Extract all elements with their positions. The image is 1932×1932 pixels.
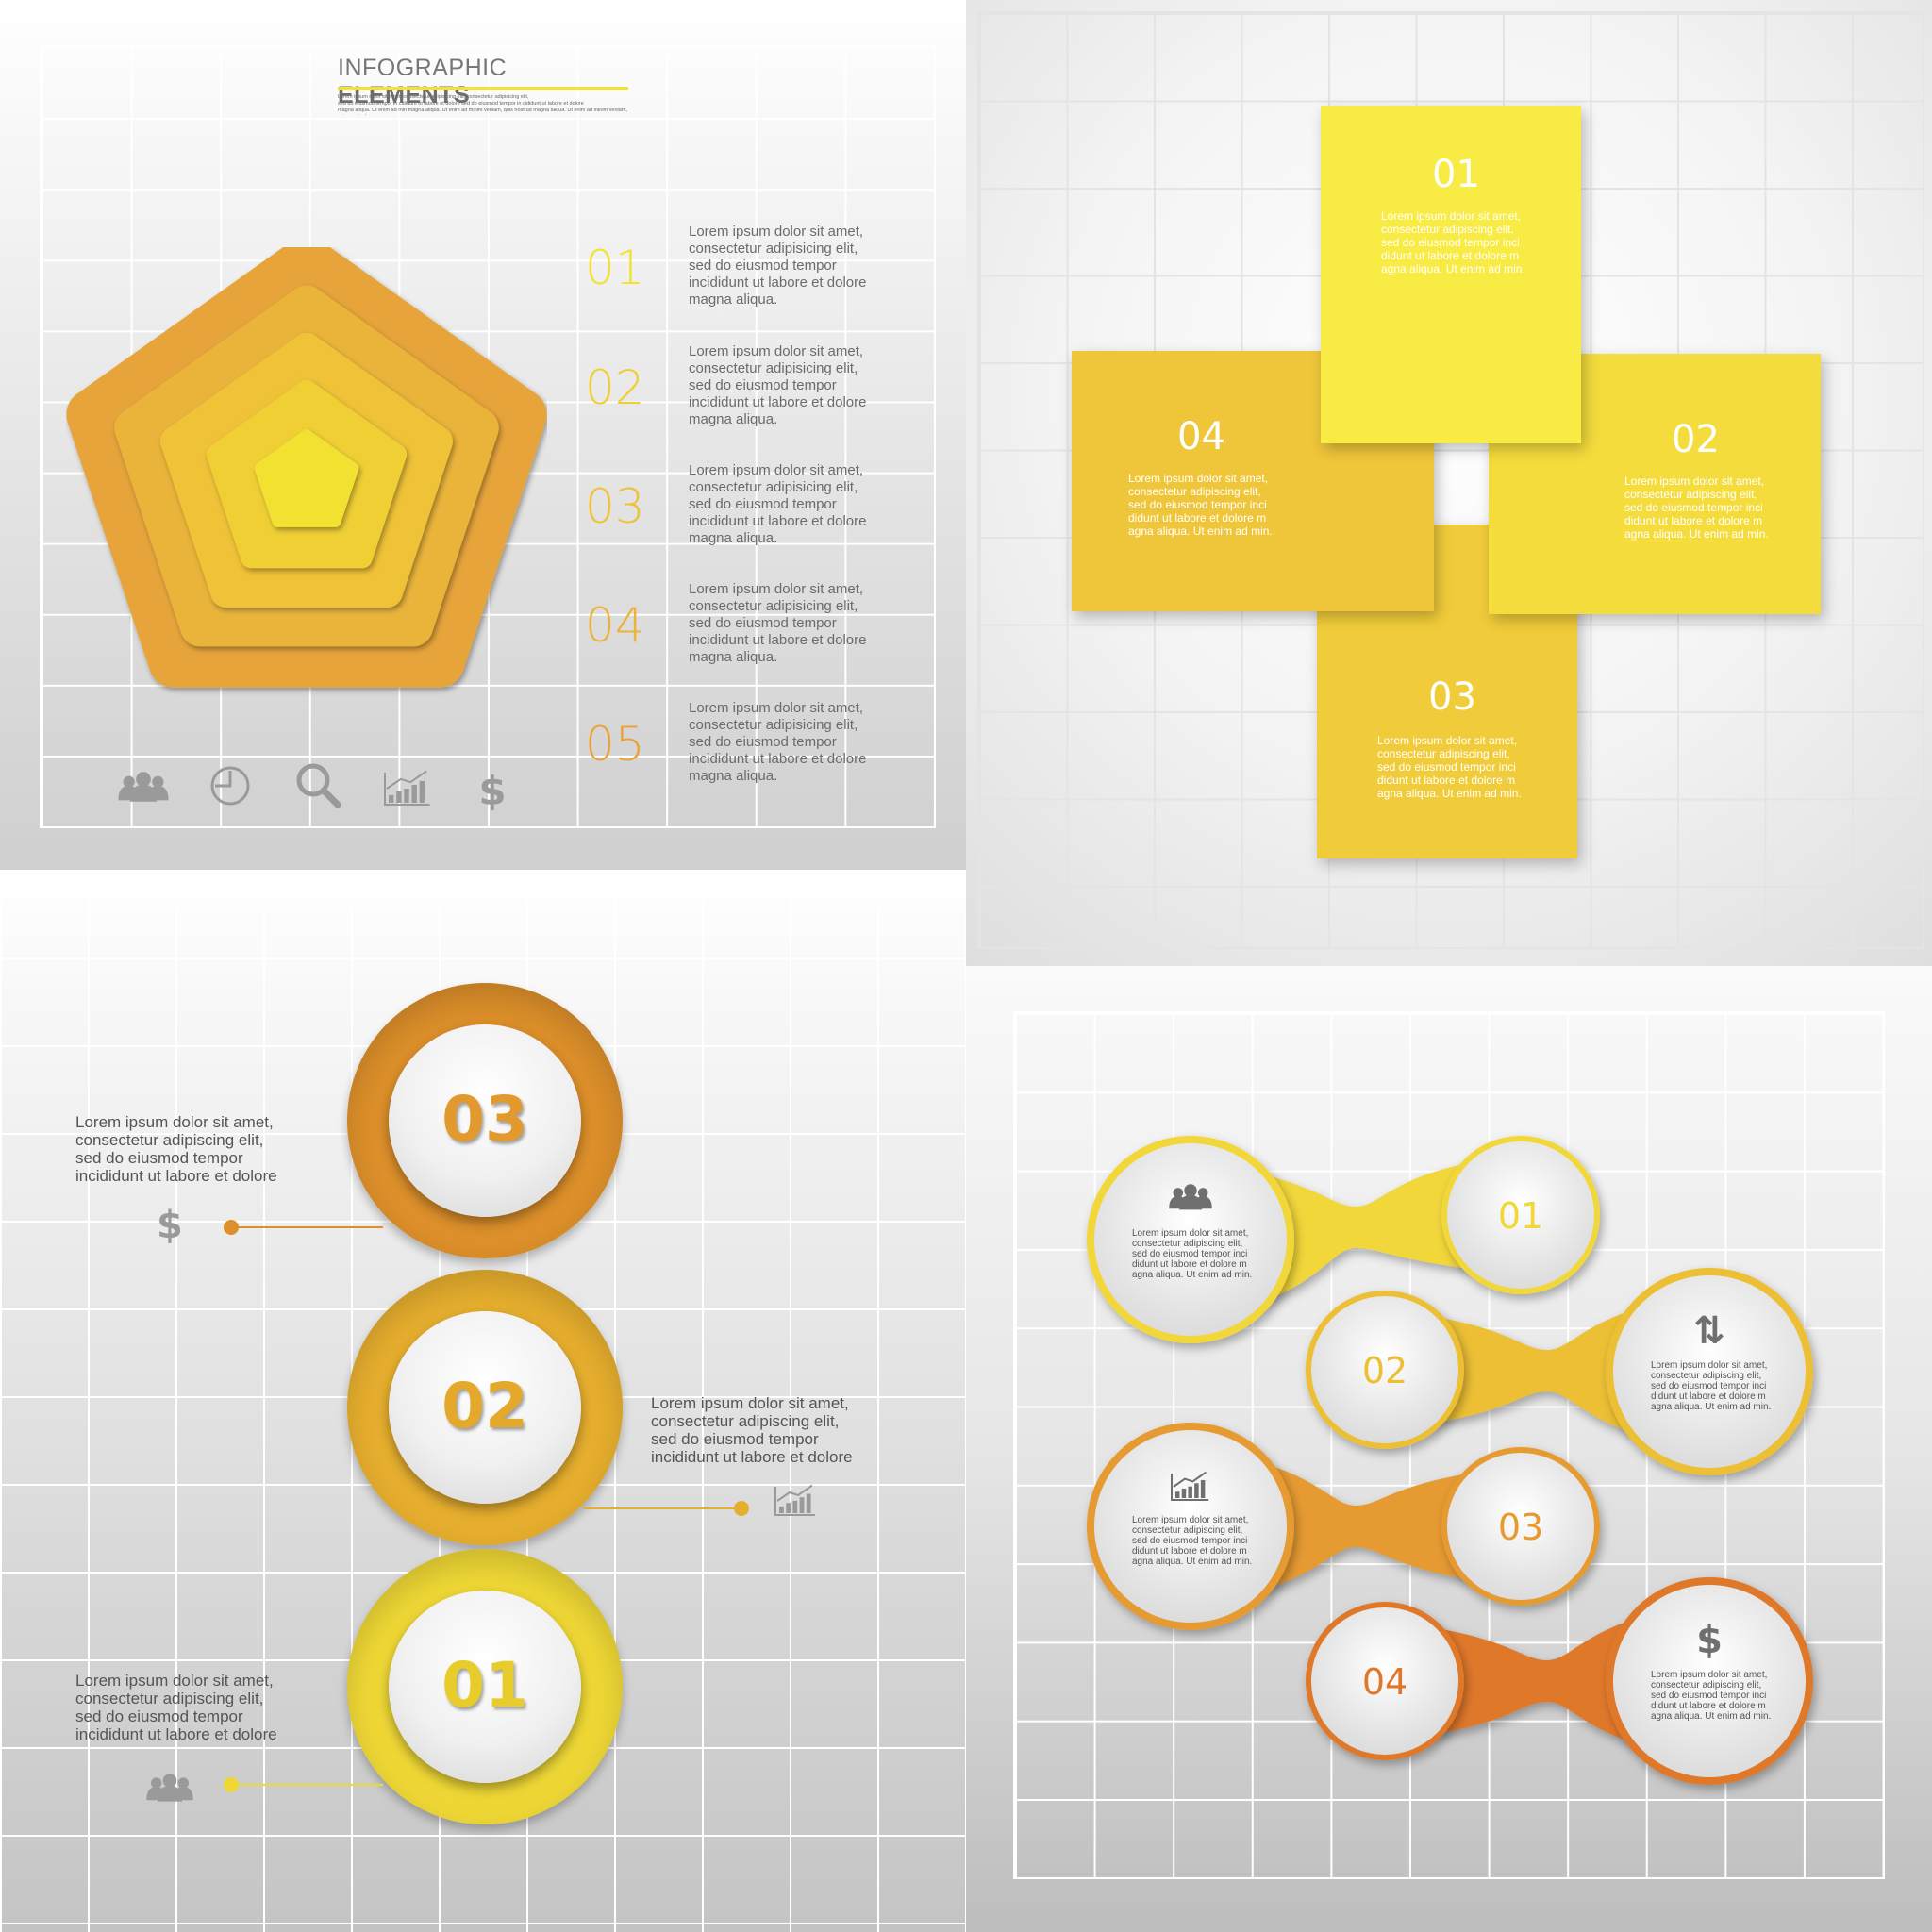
step-number: 01: [585, 241, 645, 295]
step-description-04: Lorem ipsum dolor sit amet, consectetur …: [1651, 1670, 1772, 1722]
step-description: Lorem ipsum dolor sit amet, consectetur …: [689, 462, 867, 546]
step-card-number: 02: [1672, 418, 1720, 461]
connector-dot-02: [734, 1501, 749, 1516]
step-card-number: 03: [1428, 675, 1476, 719]
header-title-light: INFOGRAPHIC: [338, 55, 508, 81]
step-ring-02: 02: [347, 1270, 623, 1545]
step-card-number: 01: [1432, 153, 1480, 196]
step-number: 03: [441, 1083, 528, 1156]
step-number: 04: [1362, 1661, 1407, 1703]
step-number: 03: [1498, 1507, 1543, 1548]
step-card-number: 04: [1177, 415, 1225, 458]
step-description: Lorem ipsum dolor sit amet, consectetur …: [689, 581, 867, 665]
dollar-icon: $: [478, 768, 506, 814]
text-circle: [1094, 1430, 1287, 1623]
step-description-03: Lorem ipsum dolor sit amet, consectetur …: [1132, 1515, 1253, 1567]
step-description-03: Lorem ipsum dolor sit amet, consectetur …: [75, 1113, 277, 1185]
step-description-01: Lorem ipsum dolor sit amet, consectetur …: [75, 1672, 277, 1743]
header-subtitle: Lorem ipsum dolor sit amet, consectetur …: [338, 94, 627, 115]
bar-chart-icon: [774, 1484, 815, 1516]
pentagon-infographic-panel: INFOGRAPHIC ELEMENTS Lorem ipsum dolor s…: [0, 0, 966, 870]
search-icon: [296, 763, 341, 808]
pentagon-layer-1: [254, 429, 359, 527]
step-card-description: Lorem ipsum dolor sit amet, consectetur …: [1624, 475, 1769, 541]
bar-chart-icon: [1171, 1471, 1209, 1501]
step-number: 05: [585, 717, 645, 772]
text-circle: [1094, 1143, 1287, 1336]
people-icon: [118, 772, 169, 802]
svg-text:⇅: ⇅: [1693, 1309, 1725, 1353]
clock-icon: [210, 766, 250, 806]
connector-dot-03: [224, 1220, 239, 1235]
up-down-arrows-icon: ⇅: [1693, 1309, 1725, 1353]
step-card-description: Lorem ipsum dolor sit amet, consectetur …: [1381, 209, 1525, 275]
step-ring-01: 01: [347, 1549, 623, 1824]
linked-circles-panel: 01 02 ⇅ 03 04 $ Lorem ipsum dolor sit amet, c…: [966, 966, 1932, 1932]
step-description-02: Lorem ipsum dolor sit amet, consectetur …: [651, 1394, 853, 1466]
people-icon: [146, 1774, 193, 1802]
step-card-01: 01 Lorem ipsum dolor sit amet, consectetu…: [1321, 106, 1581, 443]
step-number: 01: [1498, 1195, 1543, 1237]
people-icon: [1169, 1184, 1212, 1210]
step-number: 01: [441, 1649, 528, 1722]
connector-dot-01: [224, 1777, 239, 1792]
svg-text:$: $: [1696, 1619, 1723, 1662]
step-description: Lorem ipsum dolor sit amet, consectetur …: [689, 224, 867, 308]
cross-cards-panel: 03 Lorem ipsum dolor sit amet, consectetu…: [966, 0, 1932, 966]
number-circle: [1311, 1296, 1458, 1443]
icon-row-svg: $: [118, 763, 507, 814]
step-description-01: Lorem ipsum dolor sit amet, consectetur …: [1132, 1228, 1253, 1280]
step-disc: 01: [389, 1591, 581, 1783]
text-circle: [1613, 1585, 1806, 1777]
step-description: Lorem ipsum dolor sit amet, consectetur …: [689, 343, 867, 427]
step-description: Lorem ipsum dolor sit amet, consectetur …: [689, 700, 867, 784]
dollar-icon: $: [1696, 1619, 1723, 1662]
step-number: 02: [441, 1370, 528, 1442]
step-card-description: Lorem ipsum dolor sit amet, consectetur …: [1377, 734, 1522, 800]
step-card-description: Lorem ipsum dolor sit amet, consectetur …: [1128, 472, 1273, 538]
step-number: 03: [585, 479, 645, 534]
step-number: 02: [585, 360, 645, 415]
header-title: INFOGRAPHIC ELEMENTS: [338, 55, 630, 109]
step-disc: 02: [389, 1311, 581, 1504]
step-ring-03: 03: [347, 983, 623, 1258]
number-circle: [1447, 1453, 1594, 1600]
step-disc: 03: [389, 1024, 581, 1217]
step-description-02: Lorem ipsum dolor sit amet, consectetur …: [1651, 1360, 1772, 1412]
header-underline: [338, 87, 628, 90]
number-circle: [1311, 1607, 1458, 1755]
number-circle: [1447, 1141, 1594, 1289]
text-circle: [1613, 1275, 1806, 1468]
bar-chart-icon: [384, 770, 430, 806]
step-number: 02: [1362, 1350, 1407, 1391]
linked-circles-diagram: 01 02 ⇅ 03 04 $: [1087, 1136, 1813, 1785]
header-title-bold: ELEMENTS: [338, 82, 471, 108]
connector-line-03: [232, 1226, 383, 1228]
connector-line-01: [232, 1784, 383, 1786]
step-number: 04: [585, 598, 645, 653]
stacked-circles-panel: 03 02 01 Lorem ipsum dolor sit amet, consec…: [0, 870, 966, 1932]
dollar-icon: $: [157, 1204, 183, 1247]
connector-line-02: [583, 1507, 741, 1509]
pentagon-diagram: [66, 247, 547, 688]
